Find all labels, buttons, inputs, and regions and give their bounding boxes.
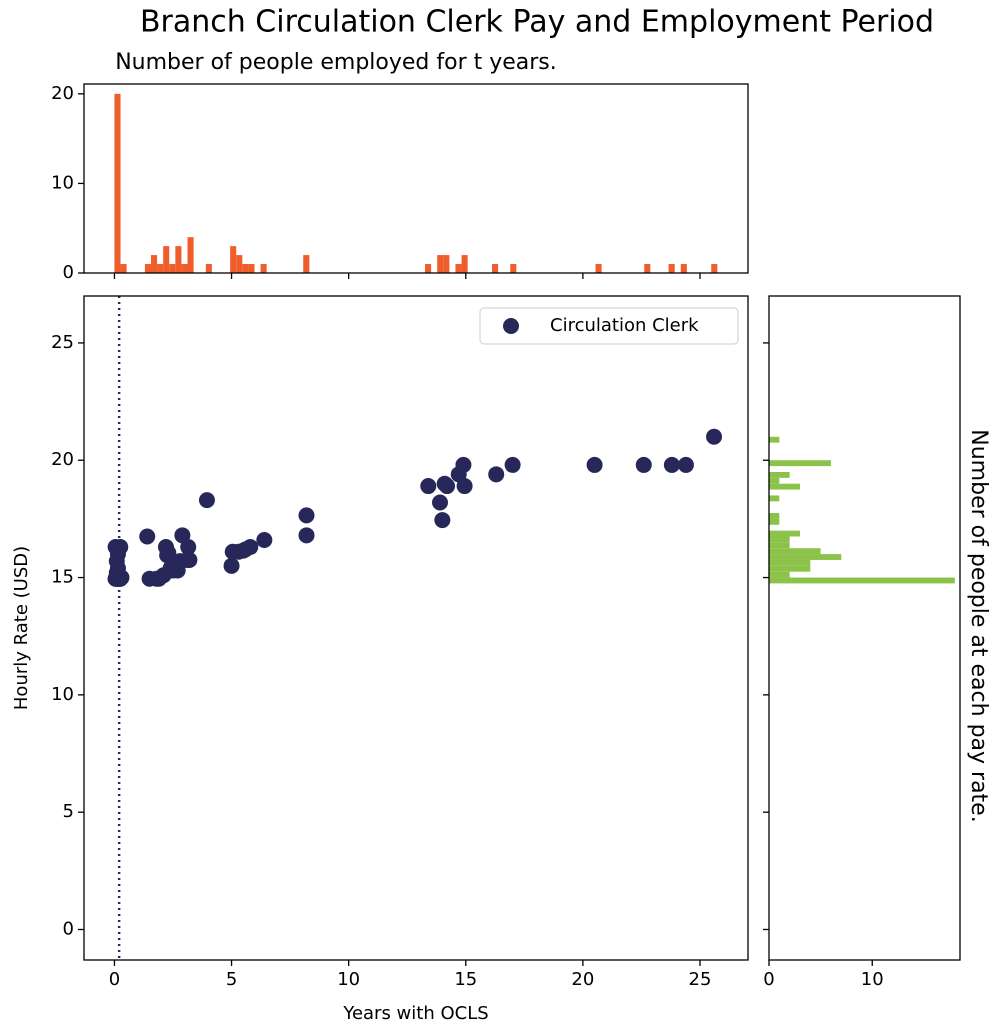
y-tick-label: 10 [51,684,74,705]
histogram-bar [668,264,675,273]
axes-title: Number of people employed for t years. [115,50,557,75]
figure-title: Branch Circulation Clerk Pay and Employm… [140,5,934,40]
y-axis-label: Hourly Rate (USD) [11,546,32,710]
histogram-bar [163,246,170,273]
y-tick-label: 5 [63,801,74,822]
histogram-bar [120,264,127,273]
x-tick-label: 0 [763,969,774,990]
y-axis-label: Number of people at each pay rate. [966,429,991,822]
histogram-bar [181,264,188,273]
scatter-point [635,456,652,473]
scatter-point [434,512,451,529]
histogram-bar [455,264,462,273]
histogram-bar [680,264,687,273]
histogram-bar [425,264,432,273]
legend-label: Circulation Clerk [550,315,699,336]
y-tick-label: 10 [51,172,74,193]
scatter-point [488,466,505,483]
x-tick-label: 10 [337,969,360,990]
y-tick-label: 20 [51,83,74,104]
x-tick-label: 15 [454,969,477,990]
histogram-bar [114,93,121,273]
scatter-point [677,456,694,473]
scatter-point [180,539,197,556]
histogram-bar [769,565,811,572]
histogram-bar [769,548,821,555]
histogram-bar [205,264,212,273]
histogram-bar [769,559,811,566]
histogram-bar [175,246,182,273]
axes-frame [768,295,961,961]
histogram-bar [711,264,718,273]
histogram-bar [150,255,158,273]
y-tick-label: 20 [51,449,74,470]
x-tick-label: 20 [571,969,594,990]
scatter-point [113,569,130,586]
scatter-point [198,492,215,509]
scatter-point [455,456,472,473]
x-tick-label: 0 [109,969,120,990]
scatter-point [432,494,449,511]
histogram-bar [769,471,790,478]
histogram-bar [157,264,164,273]
histogram-bar [169,264,176,273]
y-tick-label: 0 [63,918,74,939]
scatter-point [504,456,521,473]
histogram-bar [769,536,790,543]
histogram-bar [769,518,780,525]
axes-frame [83,295,749,961]
axes-frame [83,83,749,274]
histogram-bar [248,264,255,273]
y-tick-label: 15 [51,567,74,588]
x-tick-label: 5 [226,969,237,990]
histogram-bar [769,577,955,584]
scatter-point [456,478,473,495]
x-tick-label: 25 [689,969,712,990]
histogram-bar [769,530,800,537]
x-tick-label: 10 [861,969,884,990]
scatter-point [420,478,437,495]
scatter-point [256,532,273,549]
legend-marker [503,318,519,334]
scatter-point [181,551,198,568]
histogram-bar [461,255,468,273]
histogram-bar [236,255,243,273]
histogram-bar [769,571,790,578]
scatter-point [586,456,603,473]
x-axis-label: Years with OCLS [342,1003,488,1024]
histogram-bar [769,477,780,484]
histogram-bar [769,460,831,467]
histogram-bar [437,255,444,273]
histogram-bar [769,554,842,560]
scatter-point [223,557,240,574]
histogram-bar [769,542,790,549]
y-tick-label: 0 [63,262,74,283]
histogram-bar [769,513,780,519]
scatter-point [298,527,315,544]
y-tick-label: 25 [51,332,74,353]
scatter-point [139,528,156,545]
histogram-bar [242,264,249,273]
histogram-bar [303,255,310,273]
histogram-bar [144,264,151,273]
histogram-bar [510,264,517,273]
histogram-bar [769,436,780,443]
histogram-bar [230,246,237,273]
histogram-bar [769,483,800,490]
histogram-bar [644,264,651,273]
histogram-bar [443,255,450,273]
histogram-bar [187,237,194,273]
histogram-bar [492,264,499,273]
scatter-point [706,428,723,445]
histogram-bar [595,264,602,273]
histogram-bar [769,495,780,502]
legend-box [479,307,739,345]
scatter-point [242,539,259,556]
scatter-point [663,456,680,473]
histogram-bar [260,264,267,273]
scatter-point [298,507,315,524]
scatter-point [439,478,456,495]
